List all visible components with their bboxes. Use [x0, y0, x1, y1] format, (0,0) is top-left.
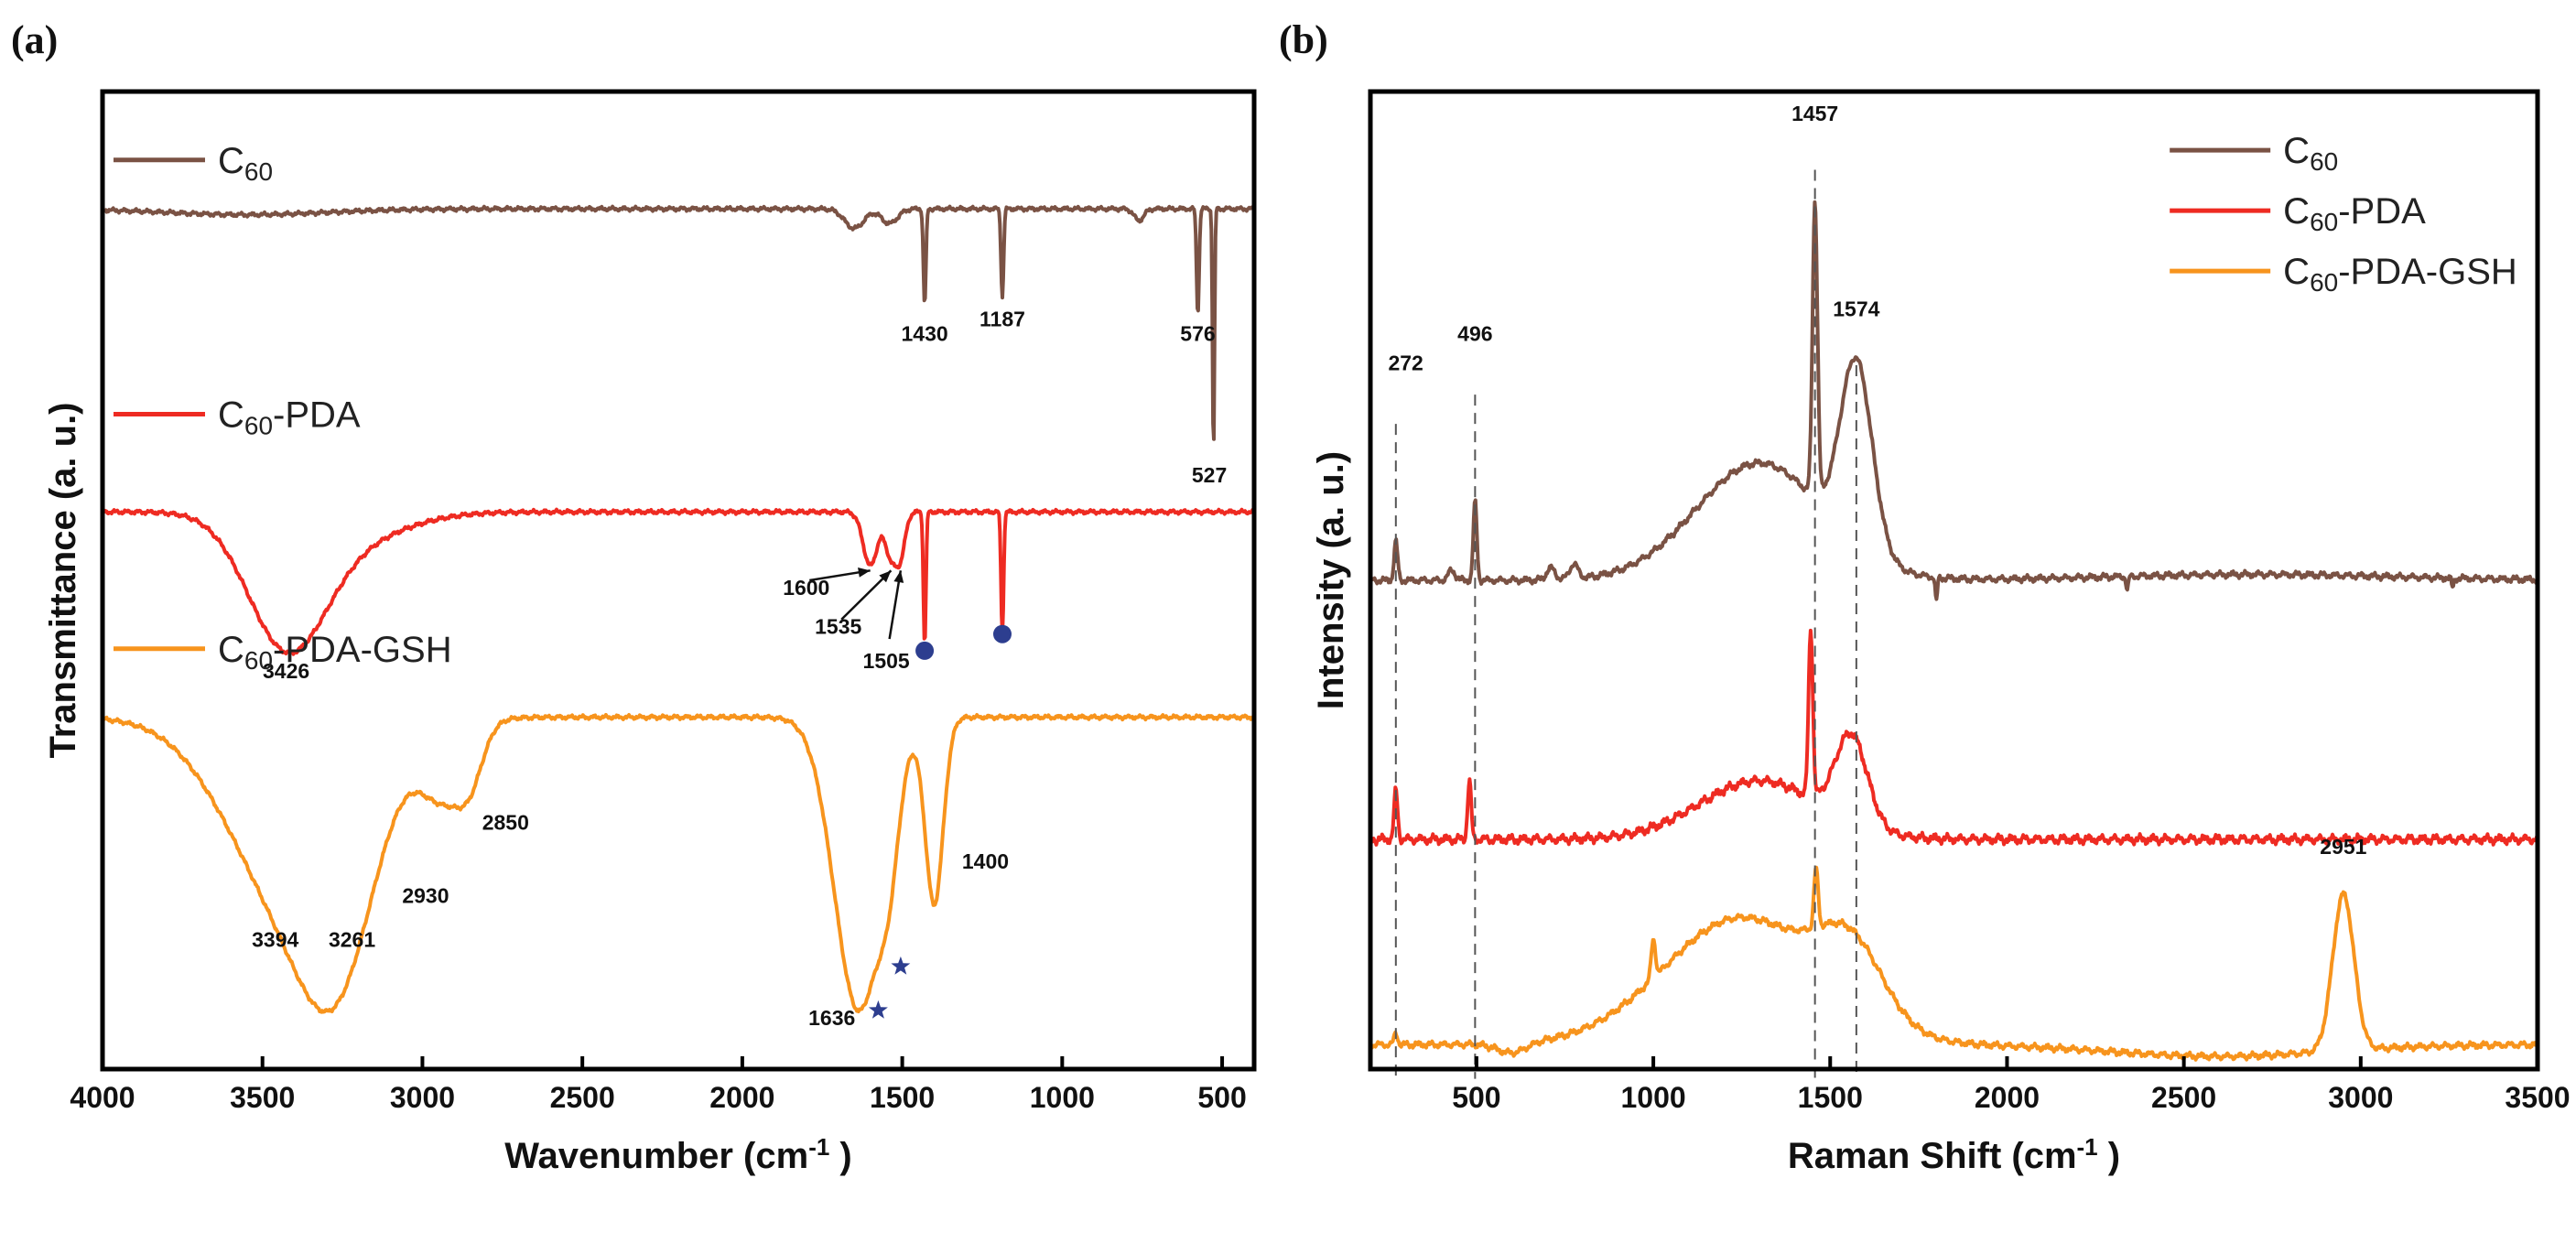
legend-label-base: C: [218, 395, 244, 435]
peak-label-576: 576: [1180, 321, 1215, 345]
x-axis-label-superscript: -1: [808, 1133, 829, 1161]
x-tick-label: 3500: [230, 1081, 295, 1114]
plot-frame: [100, 89, 1257, 1072]
legend-label-subscript: 60: [2310, 208, 2338, 236]
peak-label-3426: 3426: [263, 659, 309, 683]
peak-label-1535: 1535: [815, 615, 861, 639]
legend-label-pda: C60-PDA: [218, 395, 361, 439]
x-tick-label: 1000: [1030, 1081, 1095, 1114]
legend-label-pda: C60-PDA: [2283, 191, 2426, 236]
assignment-star-marker: [868, 1000, 888, 1019]
legend-label-subscript: 60: [244, 157, 273, 186]
x-tick-label: 4000: [70, 1081, 135, 1114]
peak-label-1574: 1574: [1833, 297, 1879, 321]
assignment-dot-marker: [915, 641, 935, 660]
peak-label-1187: 1187: [980, 307, 1025, 330]
panel-label: (a): [11, 17, 58, 62]
assignment-dot-marker: [992, 624, 1012, 643]
x-tick-label: 3000: [2328, 1081, 2393, 1114]
x-tick-label: 2000: [1975, 1081, 2040, 1114]
x-tick-label: 1500: [870, 1081, 935, 1114]
peak-label-1457: 1457: [1791, 102, 1838, 125]
x-axis-label-superscript: -1: [2077, 1133, 2098, 1161]
legend-label-subscript: 60: [244, 646, 273, 675]
peak-label-3261: 3261: [329, 928, 375, 952]
peak-label-272: 272: [1388, 351, 1423, 374]
peak-label-1505: 1505: [863, 649, 910, 673]
peak-label-1636: 1636: [808, 1006, 855, 1030]
legend-label-base: C: [218, 141, 244, 181]
x-tick-label: 1000: [1620, 1081, 1685, 1114]
peak-label-1600: 1600: [783, 576, 829, 600]
legend-label-c60: C60: [218, 141, 273, 186]
x-tick-label: 500: [1197, 1081, 1246, 1114]
annotation-arrowhead: [858, 567, 871, 578]
series-line-pda: [1369, 628, 2539, 847]
x-tick-label: 1500: [1798, 1081, 1863, 1114]
peak-label-1430: 1430: [901, 321, 947, 345]
peak-label-496: 496: [1457, 321, 1492, 345]
legend-label-base: C: [218, 630, 244, 670]
x-axis-label-text: Raman Shift (cm: [1788, 1136, 2077, 1176]
series-line-pda: [101, 507, 1256, 656]
series-line-gsh: [101, 712, 1256, 1014]
legend-label-rest: -PDA: [273, 395, 361, 435]
y-axis-label: Transmittance (a. u.): [43, 403, 83, 759]
legend-label-base: C: [2283, 191, 2310, 232]
plot-frame: [1368, 89, 2540, 1072]
legend-label-subscript: 60: [2310, 147, 2338, 176]
peak-label-1400: 1400: [962, 849, 1009, 873]
panel-b: (b) 272 496 1457 1574 2951 500 1000 1500 2000 2500…: [1279, 17, 2571, 1176]
peak-label-527: 527: [1192, 463, 1227, 487]
series-line-gsh: [1369, 865, 2539, 1062]
x-axis-label-tail: ): [829, 1136, 851, 1176]
peak-label-2850: 2850: [482, 810, 529, 834]
panel-label: (b): [1279, 17, 1328, 62]
x-tick-label: 500: [1452, 1081, 1500, 1114]
legend-label-base: C: [2283, 252, 2310, 292]
series-line-c60: [101, 204, 1256, 441]
x-tick-label: 2000: [709, 1081, 774, 1114]
peak-label-2951: 2951: [2320, 835, 2366, 859]
x-axis-label-text: Wavenumber (cm: [504, 1136, 808, 1176]
legend-label-rest: -PDA: [2338, 191, 2426, 232]
legend-label-subscript: 60: [2310, 268, 2338, 297]
x-tick-label: 2500: [2151, 1081, 2216, 1114]
x-tick-label: 2500: [550, 1081, 615, 1114]
series-line-c60: [1369, 200, 2539, 601]
legend-label-c60: C60: [2283, 131, 2338, 176]
legend-label-rest: -PDA-GSH: [273, 630, 452, 670]
legend-label-base: C: [2283, 131, 2310, 171]
x-tick-label: 3000: [390, 1081, 455, 1114]
legend-label-rest: -PDA-GSH: [2338, 252, 2517, 292]
y-axis-label: Intensity (a. u.): [1311, 451, 1351, 709]
annotation-arrowhead: [893, 570, 904, 583]
legend-label-subscript: 60: [244, 411, 273, 439]
peak-label-2930: 2930: [402, 883, 449, 907]
annotation-arrowhead: [879, 570, 892, 583]
assignment-star-marker: [891, 956, 911, 975]
legend-label-gsh: C60-PDA-GSH: [218, 630, 452, 675]
legend-label-gsh: C60-PDA-GSH: [2283, 252, 2517, 297]
x-tick-label: 3500: [2505, 1081, 2570, 1114]
x-axis-label-tail: ): [2098, 1136, 2120, 1176]
peak-label-3394: 3394: [252, 928, 298, 952]
x-axis-label: Raman Shift (cm-1 ): [1788, 1133, 2120, 1176]
x-axis-label: Wavenumber (cm-1 ): [504, 1133, 852, 1176]
